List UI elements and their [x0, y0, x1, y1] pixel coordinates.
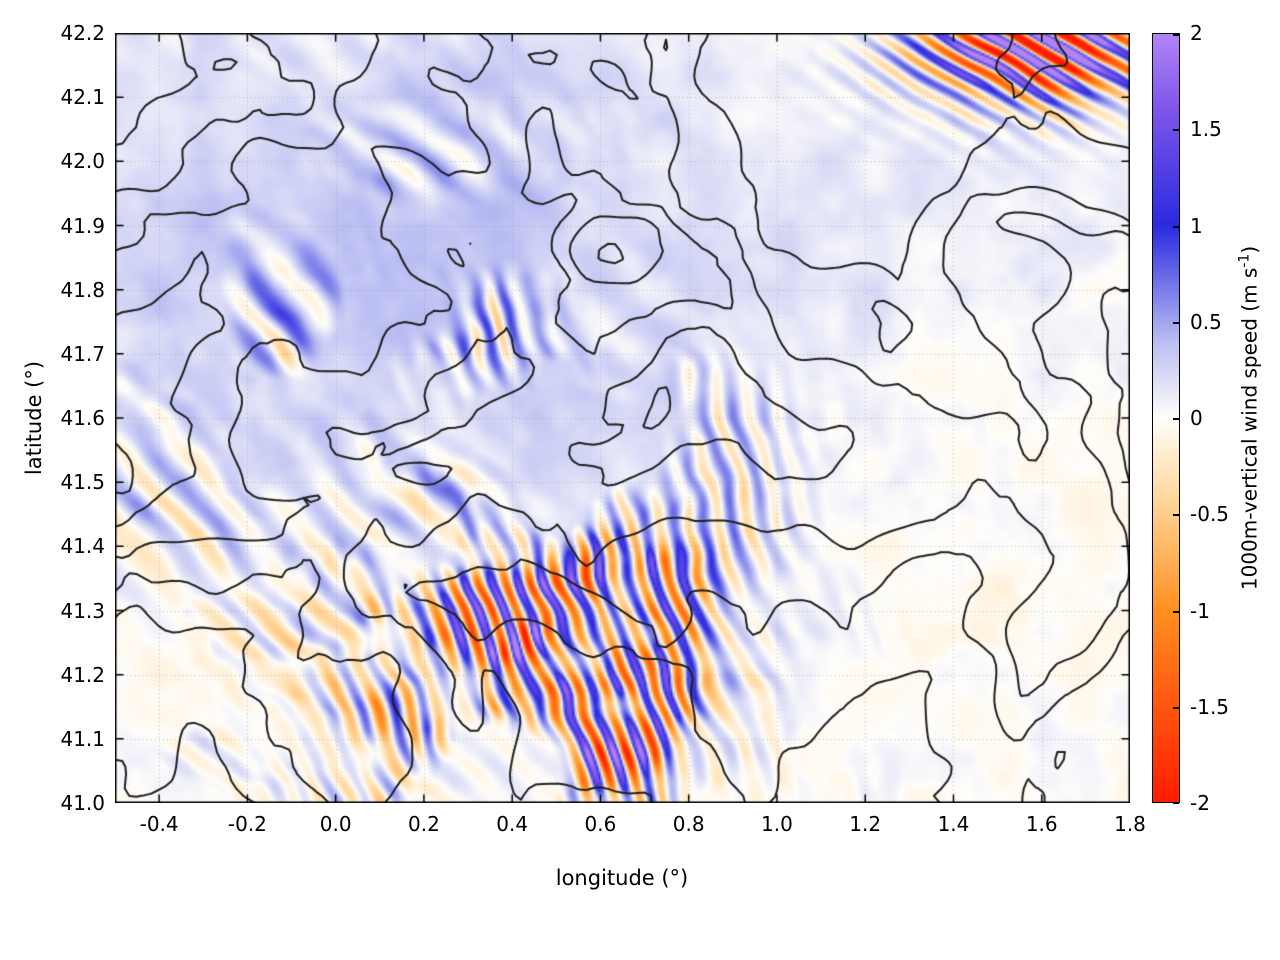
y-tick-label: 41.7 [60, 341, 105, 366]
y-tick-label: 41.5 [60, 470, 105, 495]
x-tick-label: -0.4 [139, 812, 179, 836]
colorbar-tick-mark [1173, 706, 1179, 709]
colorbar-label-prefix: 1000m-vertical wind speed (m s [1237, 267, 1262, 591]
x-tick-label: 0.8 [672, 812, 705, 836]
colorbar-label-suffix: ) [1237, 245, 1262, 254]
colorbar-tick-mark [1173, 225, 1179, 228]
colorbar-label-superscript: -1 [1236, 253, 1253, 268]
y-tick-label: 41.3 [60, 598, 105, 623]
colorbar-tick-label: 1.5 [1190, 117, 1222, 142]
colorbar-axis-label: 1000m-vertical wind speed (m s-1) [1237, 246, 1262, 590]
colorbar-tick-mark [1173, 418, 1179, 420]
colorbar-tick-mark [1173, 129, 1179, 132]
y-tick-label: 41.4 [60, 534, 105, 559]
x-tick-label: 1.8 [1114, 812, 1146, 836]
y-tick-label: 41.1 [60, 726, 105, 751]
colorbar-tick-label: 0.5 [1190, 309, 1222, 334]
y-tick-label: 42.0 [60, 149, 105, 174]
colorbar-tick-label: 2 [1190, 21, 1203, 45]
y-tick-label: 42.2 [60, 21, 105, 45]
heatmap-contour-canvas [115, 33, 1130, 803]
y-axis-label: latitude (°) [22, 360, 46, 476]
x-tick-label: 1.4 [937, 812, 970, 836]
x-tick-label: 0.6 [584, 812, 617, 836]
colorbar-tick-mark [1173, 610, 1179, 613]
colorbar-tick-mark [1173, 514, 1179, 517]
y-tick-label: 41.2 [60, 662, 105, 687]
colorbar-tick-mark [1173, 802, 1179, 804]
y-tick-label: 41.6 [60, 406, 105, 430]
colorbar-tick-label: -2 [1190, 791, 1210, 815]
y-tick-label: 41.8 [60, 277, 105, 302]
colorbar-tick-label: -1.5 [1190, 694, 1230, 719]
x-tick-label: 1.2 [849, 812, 882, 836]
colorbar-tick-label: -1 [1190, 598, 1210, 623]
x-tick-label: 0.0 [319, 812, 352, 836]
x-tick-label: -0.2 [227, 812, 267, 836]
x-axis-label: longitude (°) [555, 866, 689, 890]
y-tick-label: 42.1 [60, 85, 105, 110]
x-tick-label: 0.2 [408, 812, 440, 836]
plot-area [115, 33, 1130, 803]
x-tick-label: 1.6 [1025, 812, 1058, 836]
y-tick-label: 41.9 [60, 213, 105, 238]
x-tick-label: 1.0 [761, 812, 793, 836]
colorbar [1152, 33, 1180, 804]
colorbar-tick-label: -0.5 [1190, 502, 1230, 527]
colorbar-tick-mark [1173, 321, 1179, 324]
y-tick-label: 41.0 [60, 791, 105, 815]
colorbar-tick-label: 1 [1190, 213, 1203, 238]
colorbar-tick-mark [1173, 34, 1179, 36]
colorbar-tick-label: 0 [1190, 406, 1203, 430]
x-tick-label: 0.4 [496, 812, 529, 836]
